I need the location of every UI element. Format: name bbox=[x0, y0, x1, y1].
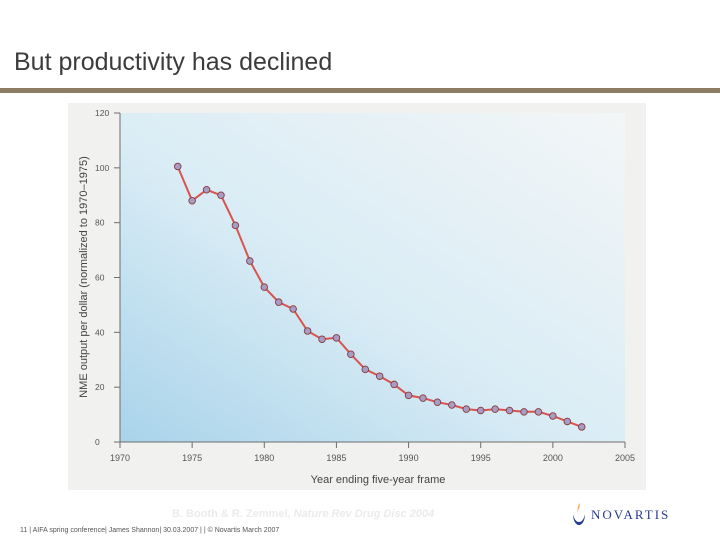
data-point bbox=[505, 406, 514, 415]
footer-text: 11 | AIFA spring conference| James Shann… bbox=[20, 527, 280, 534]
data-point bbox=[347, 350, 355, 359]
novartis-flame-icon bbox=[573, 503, 585, 525]
y-tick-label: 80 bbox=[95, 218, 105, 228]
y-tick-label: 40 bbox=[95, 327, 105, 337]
data-point bbox=[361, 365, 370, 374]
y-tick-label: 120 bbox=[95, 108, 109, 118]
data-point bbox=[404, 391, 413, 400]
y-ticks: 0 20 40 60 80 100 120 bbox=[95, 108, 120, 447]
data-point bbox=[419, 394, 427, 402]
data-point bbox=[491, 405, 499, 413]
data-point bbox=[260, 283, 269, 291]
data-point bbox=[332, 334, 341, 342]
data-point bbox=[188, 196, 196, 205]
data-point bbox=[390, 380, 398, 389]
x-tick-label: 1970 bbox=[110, 453, 130, 463]
data-point bbox=[318, 335, 326, 343]
data-point bbox=[274, 298, 283, 306]
slide-title: But productivity has declined bbox=[14, 48, 333, 76]
x-ticks: 1970 1975 1980 1985 1990 1995 2000 2005 bbox=[110, 442, 635, 463]
y-axis-label: NME output per dollar (normalized to 197… bbox=[78, 156, 90, 398]
data-point bbox=[433, 398, 442, 406]
x-tick-label: 1990 bbox=[399, 453, 419, 463]
data-point bbox=[534, 408, 543, 416]
x-tick-label: 2005 bbox=[615, 453, 635, 463]
novartis-logo: NOVARTIS bbox=[569, 500, 709, 528]
data-point bbox=[549, 412, 557, 420]
x-tick-label: 1995 bbox=[471, 453, 491, 463]
data-point bbox=[520, 408, 528, 416]
plot-area bbox=[120, 113, 625, 442]
title-divider bbox=[0, 88, 720, 93]
data-point bbox=[476, 406, 485, 415]
y-tick-label: 20 bbox=[95, 382, 105, 392]
data-point bbox=[217, 191, 225, 199]
x-tick-label: 1980 bbox=[254, 453, 274, 463]
data-point bbox=[231, 221, 240, 230]
x-tick-label: 2000 bbox=[543, 453, 563, 463]
productivity-chart: 0 20 40 60 80 100 120 1970 1975 1980 1985 1990 1995… bbox=[78, 108, 635, 486]
x-tick-label: 1985 bbox=[326, 453, 346, 463]
citation: B. Booth & R. Zemmel, Nature Rev Drug Di… bbox=[172, 508, 434, 520]
data-point bbox=[462, 405, 471, 413]
data-point bbox=[303, 327, 312, 335]
citation-authors: B. Booth & R. Zemmel, bbox=[172, 508, 291, 520]
citation-journal: Nature Rev Drug Disc 2004 bbox=[293, 508, 435, 520]
y-tick-label: 0 bbox=[95, 437, 100, 447]
data-point bbox=[289, 305, 297, 313]
chart-panel: 0 20 40 60 80 100 120 1970 1975 1980 1985 1990 1995… bbox=[68, 103, 646, 490]
y-tick-label: 60 bbox=[95, 273, 105, 283]
novartis-wordmark: NOVARTIS bbox=[591, 507, 671, 522]
x-axis-label: Year ending five-year frame bbox=[311, 474, 446, 486]
y-tick-label: 100 bbox=[95, 163, 109, 173]
data-point bbox=[246, 257, 254, 265]
data-point bbox=[577, 423, 586, 431]
data-point bbox=[563, 417, 572, 426]
data-point bbox=[173, 162, 182, 171]
data-markers bbox=[173, 162, 586, 431]
data-point bbox=[375, 372, 384, 380]
data-point bbox=[202, 186, 211, 194]
x-tick-label: 1975 bbox=[182, 453, 202, 463]
data-point bbox=[448, 401, 456, 409]
